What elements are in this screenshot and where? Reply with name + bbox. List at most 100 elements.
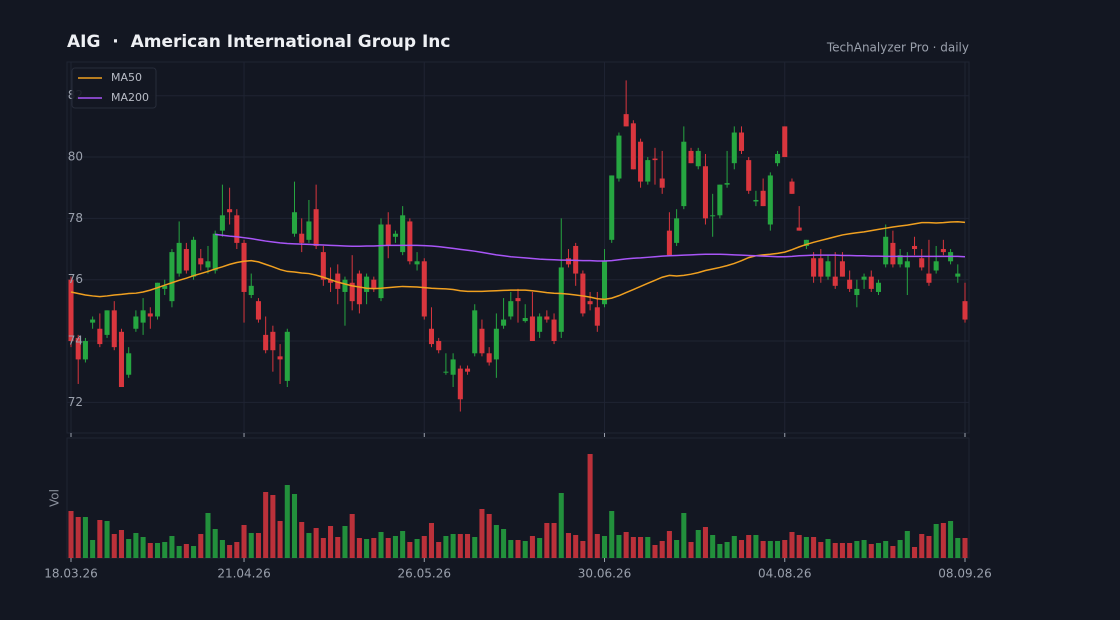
candle-body: [356, 273, 362, 305]
candle-body: [428, 328, 435, 345]
candle-body: [219, 215, 225, 231]
candle-body: [645, 160, 651, 182]
volume-bar: [198, 534, 204, 558]
candle-body: [688, 150, 694, 164]
candle-body: [681, 141, 687, 207]
x-tick-label: 18.03.26: [44, 567, 97, 581]
x-tick-label: 04.08.26: [758, 567, 811, 581]
candle-body: [457, 368, 463, 400]
candle-body: [421, 261, 427, 317]
candle-body: [364, 276, 370, 292]
volume-bar: [191, 546, 197, 558]
volume-bar: [126, 539, 132, 558]
volume-bar: [356, 538, 362, 558]
volume-bar: [414, 539, 420, 558]
candle-body: [400, 215, 406, 253]
candle-body: [796, 227, 802, 231]
volume-bar: [133, 533, 139, 558]
chart-title: AIG · American International Group Inc: [67, 32, 450, 52]
grid: [67, 62, 969, 433]
volume-bar: [890, 546, 896, 558]
volume-bar: [400, 531, 406, 558]
volume-bar: [746, 535, 752, 558]
candle-body: [104, 310, 110, 335]
volume-bar: [299, 522, 305, 558]
volume-bar: [861, 540, 867, 558]
candle-body: [803, 239, 809, 246]
volume-bar: [450, 534, 456, 558]
volume-bar: [255, 533, 261, 558]
candle-body: [306, 221, 312, 240]
candle-body: [811, 258, 817, 277]
volume-bar: [868, 544, 874, 558]
candle-body: [883, 236, 889, 265]
candle-body: [162, 285, 168, 289]
candle-body: [392, 233, 398, 237]
candle-body: [234, 215, 240, 243]
volume-bar: [832, 543, 838, 558]
candle-body: [717, 184, 723, 216]
volume-bar: [803, 537, 809, 558]
candle-body: [255, 301, 261, 320]
volume-bar: [609, 511, 615, 558]
candle-body: [565, 258, 571, 265]
candle-body: [666, 230, 672, 256]
volume-bar: [147, 543, 153, 558]
candle-body: [385, 224, 391, 246]
y-tick-label: 74: [68, 334, 83, 348]
volume-bar: [493, 525, 499, 558]
volume-bar: [364, 539, 370, 558]
volume-bar: [428, 523, 435, 558]
volume-bar: [154, 543, 161, 558]
volume-bar: [702, 527, 708, 558]
candle-body: [342, 279, 348, 292]
volume-bar: [645, 537, 651, 558]
volume-bar: [847, 543, 853, 558]
candle-body: [443, 371, 449, 373]
volume-bars: [68, 454, 968, 558]
candle-body: [904, 261, 910, 268]
volume-bar: [183, 544, 189, 558]
x-tick-label: 21.04.26: [217, 567, 270, 581]
volume-bar: [479, 509, 485, 558]
volume-bar: [710, 535, 716, 558]
candle-body: [623, 114, 629, 127]
volume-bar: [212, 529, 218, 558]
volume-bar: [638, 537, 644, 558]
volume-bar: [912, 547, 918, 558]
volume-bar: [118, 530, 124, 558]
candle-body: [126, 353, 132, 375]
candle-body: [277, 356, 283, 360]
price-panel: [66, 61, 970, 434]
volume-bar: [767, 541, 773, 558]
candle-body: [580, 273, 586, 314]
candle-body: [472, 310, 478, 354]
candle-body: [638, 141, 644, 182]
volume-bar: [162, 542, 168, 558]
volume-bar: [328, 526, 334, 558]
candle-body: [68, 279, 74, 342]
volume-bar: [724, 542, 730, 558]
volume-bar: [205, 513, 211, 558]
volume-bar: [919, 534, 925, 558]
volume-bar: [219, 540, 225, 558]
volume-bar: [436, 542, 442, 558]
candle-body: [75, 337, 81, 360]
candle-body: [738, 132, 745, 151]
y-tick-label: 72: [68, 395, 83, 409]
legend: MA50 MA200: [71, 67, 157, 109]
candle-body: [183, 249, 189, 271]
legend-label: MA50: [111, 71, 142, 84]
volume-bar: [392, 536, 398, 558]
candle-body: [940, 249, 946, 253]
volume-bar: [659, 541, 665, 558]
candle-body: [501, 319, 507, 326]
candle-body: [962, 301, 968, 320]
candle-body: [248, 285, 254, 296]
candle-body: [854, 288, 860, 296]
volume-bar: [291, 494, 298, 558]
volume-bar: [522, 541, 528, 558]
volume-bar: [176, 546, 182, 558]
candle-body: [212, 233, 218, 271]
